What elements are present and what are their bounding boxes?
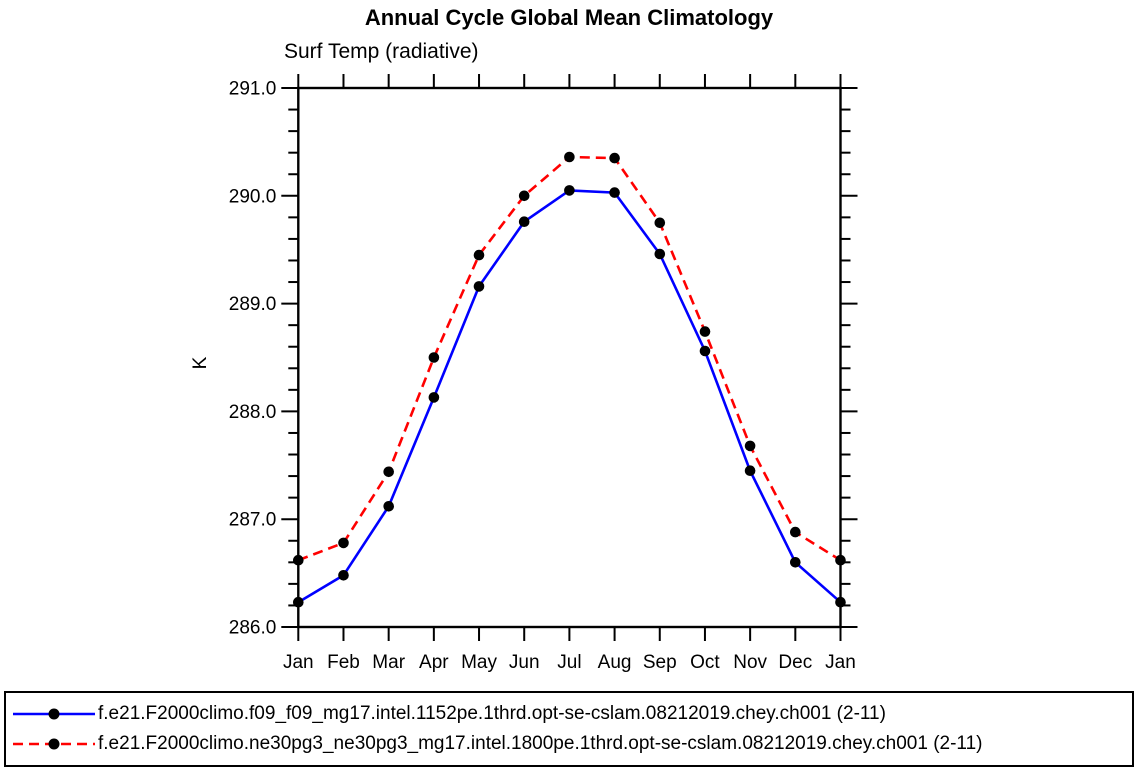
- legend-box: f.e21.F2000climo.f09_f09_mg17.intel.1152…: [4, 691, 1134, 767]
- legend-marker-dot: [48, 738, 60, 750]
- series-marker: [383, 501, 395, 512]
- legend-item: f.e21.F2000climo.ne30pg3_ne30pg3_mg17.in…: [6, 729, 1132, 759]
- chart-subtitle: Surf Temp (radiative): [284, 40, 479, 63]
- y-tick-label: 288.0: [229, 402, 277, 423]
- x-tick-label: Oct: [690, 652, 720, 673]
- x-tick-label: Nov: [733, 652, 767, 673]
- y-axis-label: K: [190, 356, 211, 369]
- series-marker: [293, 554, 304, 566]
- x-tick-label: Jan: [825, 652, 856, 673]
- y-tick-label: 291.0: [229, 79, 277, 100]
- series-line-1: [297, 155, 842, 562]
- series-marker: [609, 152, 620, 164]
- y-tick-label: 286.0: [229, 618, 277, 639]
- series-marker: [744, 440, 756, 452]
- legend-label: f.e21.F2000climo.f09_f09_mg17.intel.1152…: [98, 703, 886, 724]
- legend-marker-dot: [48, 708, 60, 720]
- series-marker: [790, 526, 801, 538]
- series-marker: [654, 248, 666, 260]
- legend-item: f.e21.F2000climo.f09_f09_mg17.intel.1152…: [6, 699, 1132, 729]
- x-tick-label: Jan: [283, 652, 314, 673]
- series-marker: [744, 465, 756, 477]
- chart-title: Annual Cycle Global Mean Climatology: [364, 5, 774, 30]
- series-marker: [293, 596, 304, 608]
- series-marker: [338, 537, 349, 549]
- series-line-0: [297, 189, 842, 604]
- series-marker: [835, 596, 846, 608]
- series-marker: [428, 392, 440, 403]
- x-tick-label: Feb: [327, 652, 360, 673]
- x-tick-label: Mar: [372, 652, 405, 673]
- series-marker: [338, 570, 349, 581]
- series-marker: [654, 217, 666, 229]
- legend-line-sample: [13, 708, 95, 720]
- series-marker: [609, 187, 620, 198]
- y-tick-label: 290.0: [229, 186, 277, 207]
- x-tick-label: Aug: [598, 652, 632, 673]
- series-marker: [835, 554, 846, 566]
- series-marker: [790, 557, 801, 568]
- y-tick-label: 289.0: [229, 294, 277, 315]
- series-marker: [699, 326, 711, 337]
- series-marker: [518, 216, 530, 227]
- series-marker: [473, 249, 485, 261]
- x-tick-label: May: [461, 652, 497, 673]
- series-marker: [473, 281, 485, 292]
- plot-frame-and-series: 286.0 287.0 288.0 289.0 290.0 291.0 Jan Feb Mar A…: [229, 74, 858, 673]
- series-marker: [564, 151, 575, 163]
- series-marker: [699, 345, 711, 357]
- series-marker: [428, 352, 440, 363]
- series-marker: [383, 466, 395, 478]
- y-tick-label: 287.0: [229, 510, 277, 531]
- legend-line-sample: [13, 738, 95, 750]
- plot-area: 286.0 287.0 288.0 289.0 290.0 291.0 Jan Feb Mar A…: [190, 74, 858, 673]
- legend-label: f.e21.F2000climo.ne30pg3_ne30pg3_mg17.in…: [98, 733, 983, 754]
- series-marker: [564, 185, 575, 196]
- x-tick-label: Apr: [419, 652, 449, 673]
- series-marker: [518, 190, 530, 202]
- x-tick-label: Sep: [643, 652, 677, 673]
- x-tick-label: Dec: [778, 652, 812, 673]
- plot-frame: [297, 86, 842, 629]
- x-tick-label: Jul: [557, 652, 581, 673]
- x-tick-label: Jun: [509, 652, 540, 673]
